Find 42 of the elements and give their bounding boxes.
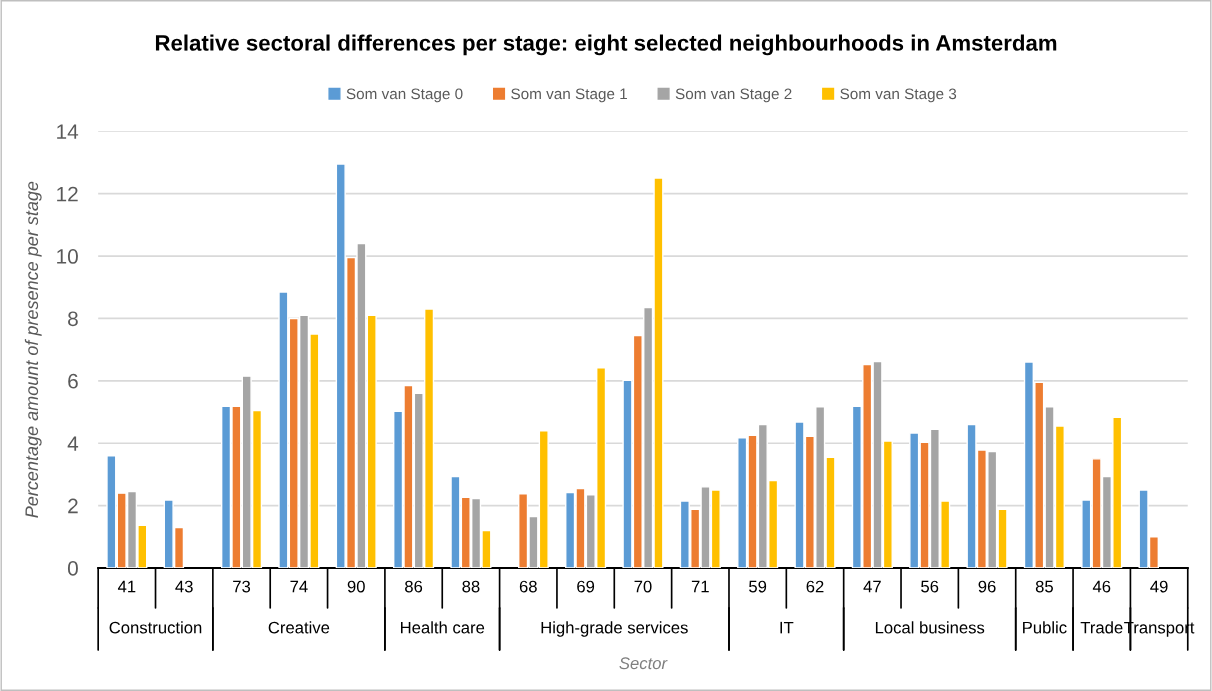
x-tick-label: 46	[1092, 580, 1111, 593]
x-axis-title: Sector	[619, 657, 668, 670]
x-tick-label: 62	[806, 580, 824, 593]
text: IT	[780, 621, 794, 634]
text: High-grade services	[541, 621, 688, 637]
x-tick-label: 73	[233, 580, 251, 593]
y-tick-label: 4	[67, 436, 79, 451]
legend-label: Som van Stage 1	[511, 88, 627, 103]
y-tick-label: 10	[57, 249, 78, 264]
y-tick-label: 2	[68, 498, 78, 514]
x-tick-label: 49	[1150, 580, 1168, 593]
x-tick-label: 56	[921, 580, 939, 593]
legend-label: Som van Stage 0	[346, 88, 463, 103]
chart-title: Relative sectoral differences per stage: eight selected neighbourhoods in Amsterdam	[155, 34, 1057, 56]
x-tick-label: 88	[462, 580, 480, 593]
y-tick-label: 12	[57, 186, 78, 202]
y-tick-label: 14	[57, 124, 79, 139]
text: Creative	[268, 621, 330, 634]
x-tick-label: 74	[290, 580, 308, 593]
x-tick-label: 69	[577, 580, 595, 593]
text: Health care	[401, 621, 485, 634]
legend-label: Som van Stage 3	[840, 88, 957, 103]
legend-label: Som van Stage 2	[675, 88, 792, 103]
text: Local business	[875, 621, 985, 634]
x-tick-label: 43	[175, 580, 193, 593]
text: Construction	[109, 621, 202, 634]
text: Public	[1023, 621, 1067, 634]
x-tick-label: 41	[117, 580, 136, 593]
y-tick-label: 8	[68, 311, 78, 327]
y-tick-label: 0	[67, 561, 78, 576]
x-tick-label: 47	[863, 580, 881, 593]
x-tick-label: 85	[1035, 580, 1053, 593]
x-tick-label: 71	[691, 580, 709, 593]
x-tick-label: 68	[519, 580, 537, 593]
x-tick-label: 96	[978, 580, 996, 593]
y-axis-title: Percentage amount of presence per stage	[24, 181, 42, 518]
text: Trade	[1080, 621, 1123, 634]
x-tick-label: 59	[749, 580, 767, 593]
x-tick-label: 70	[634, 580, 652, 593]
x-tick-label: 90	[347, 580, 365, 593]
x-tick-label: 86	[405, 580, 423, 593]
y-tick-label: 6	[68, 373, 78, 389]
